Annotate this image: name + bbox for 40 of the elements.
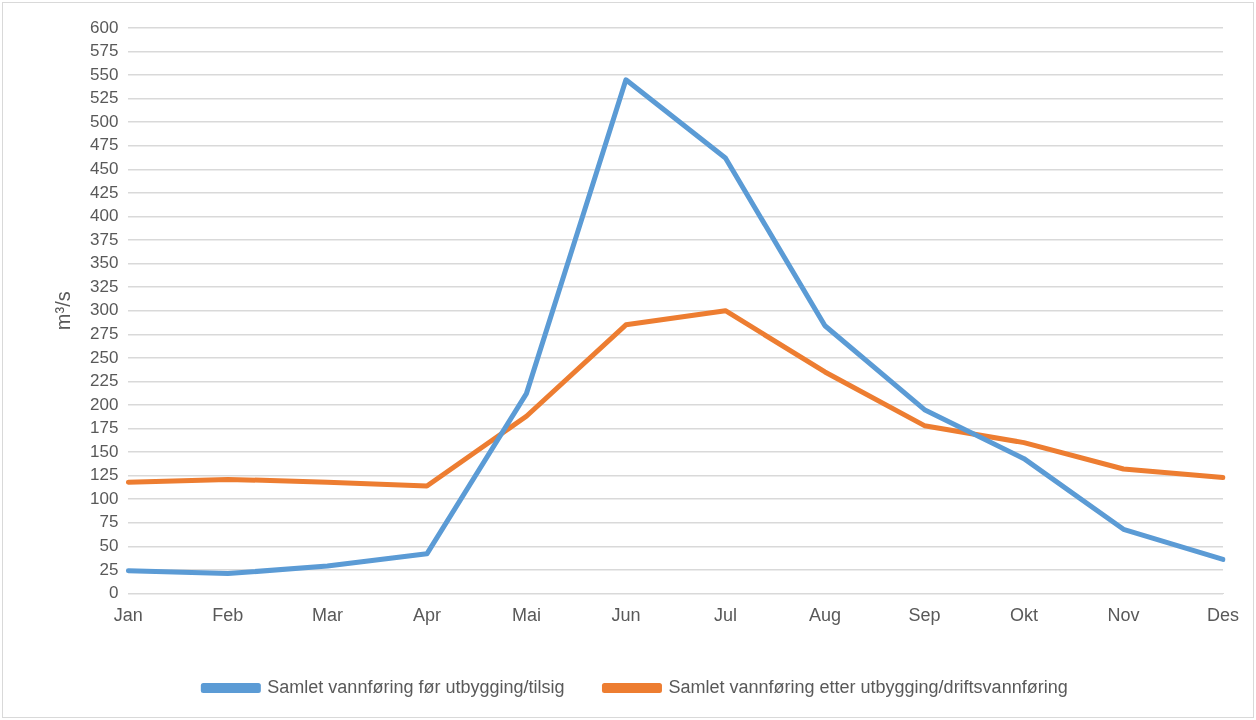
y-tick-label: 450 — [89, 159, 119, 179]
x-tick-label: Mai — [511, 605, 541, 626]
y-tick-label: 150 — [89, 441, 119, 461]
y-tick-label: 350 — [89, 253, 119, 273]
x-tick-label: Jul — [713, 605, 737, 626]
y-tick-label: 100 — [89, 488, 119, 508]
x-tick-label: Aug — [808, 605, 841, 626]
y-tick-label: 550 — [89, 64, 119, 84]
y-tick-label: 125 — [89, 465, 119, 485]
x-tick-label: Okt — [1009, 605, 1038, 626]
x-tick-label: Feb — [212, 605, 244, 626]
y-tick-label: 400 — [89, 206, 119, 226]
y-tick-label: 525 — [89, 88, 119, 108]
y-tick-label: 250 — [89, 347, 119, 367]
x-tick-label: Nov — [1107, 605, 1140, 626]
legend-label: Samlet vannføring før utbygging/tilsig — [267, 676, 565, 697]
y-tick-label: 50 — [99, 535, 119, 555]
x-tick-label: Sep — [908, 605, 941, 626]
y-tick-label: 25 — [99, 559, 119, 579]
y-tick-label: 575 — [89, 41, 119, 61]
y-tick-label: 75 — [99, 512, 119, 532]
legend-label: Samlet vannføring etter utbygging/driftsvannføring — [668, 676, 1068, 697]
y-tick-label: 375 — [89, 229, 119, 249]
x-tick-label: Jun — [611, 605, 641, 626]
y-tick-label: 300 — [89, 300, 119, 320]
y-tick-label: 225 — [89, 371, 119, 391]
y-tick-label: 425 — [89, 182, 119, 202]
y-tick-label: 500 — [89, 111, 119, 131]
y-tick-label: 275 — [89, 323, 119, 343]
x-tick-label: Jan — [113, 605, 143, 626]
y-tick-label: 200 — [89, 394, 119, 414]
y-axis-title: m³/s — [51, 291, 74, 331]
x-tick-label: Apr — [412, 605, 441, 626]
x-tick-label: Des — [1206, 605, 1240, 626]
x-tick-label: Mar — [311, 605, 343, 626]
y-tick-label: 175 — [89, 418, 119, 438]
y-tick-label: 475 — [89, 135, 119, 155]
y-tick-label: 325 — [89, 276, 119, 296]
y-tick-label: 600 — [89, 17, 119, 37]
y-tick-label: 0 — [108, 583, 119, 603]
